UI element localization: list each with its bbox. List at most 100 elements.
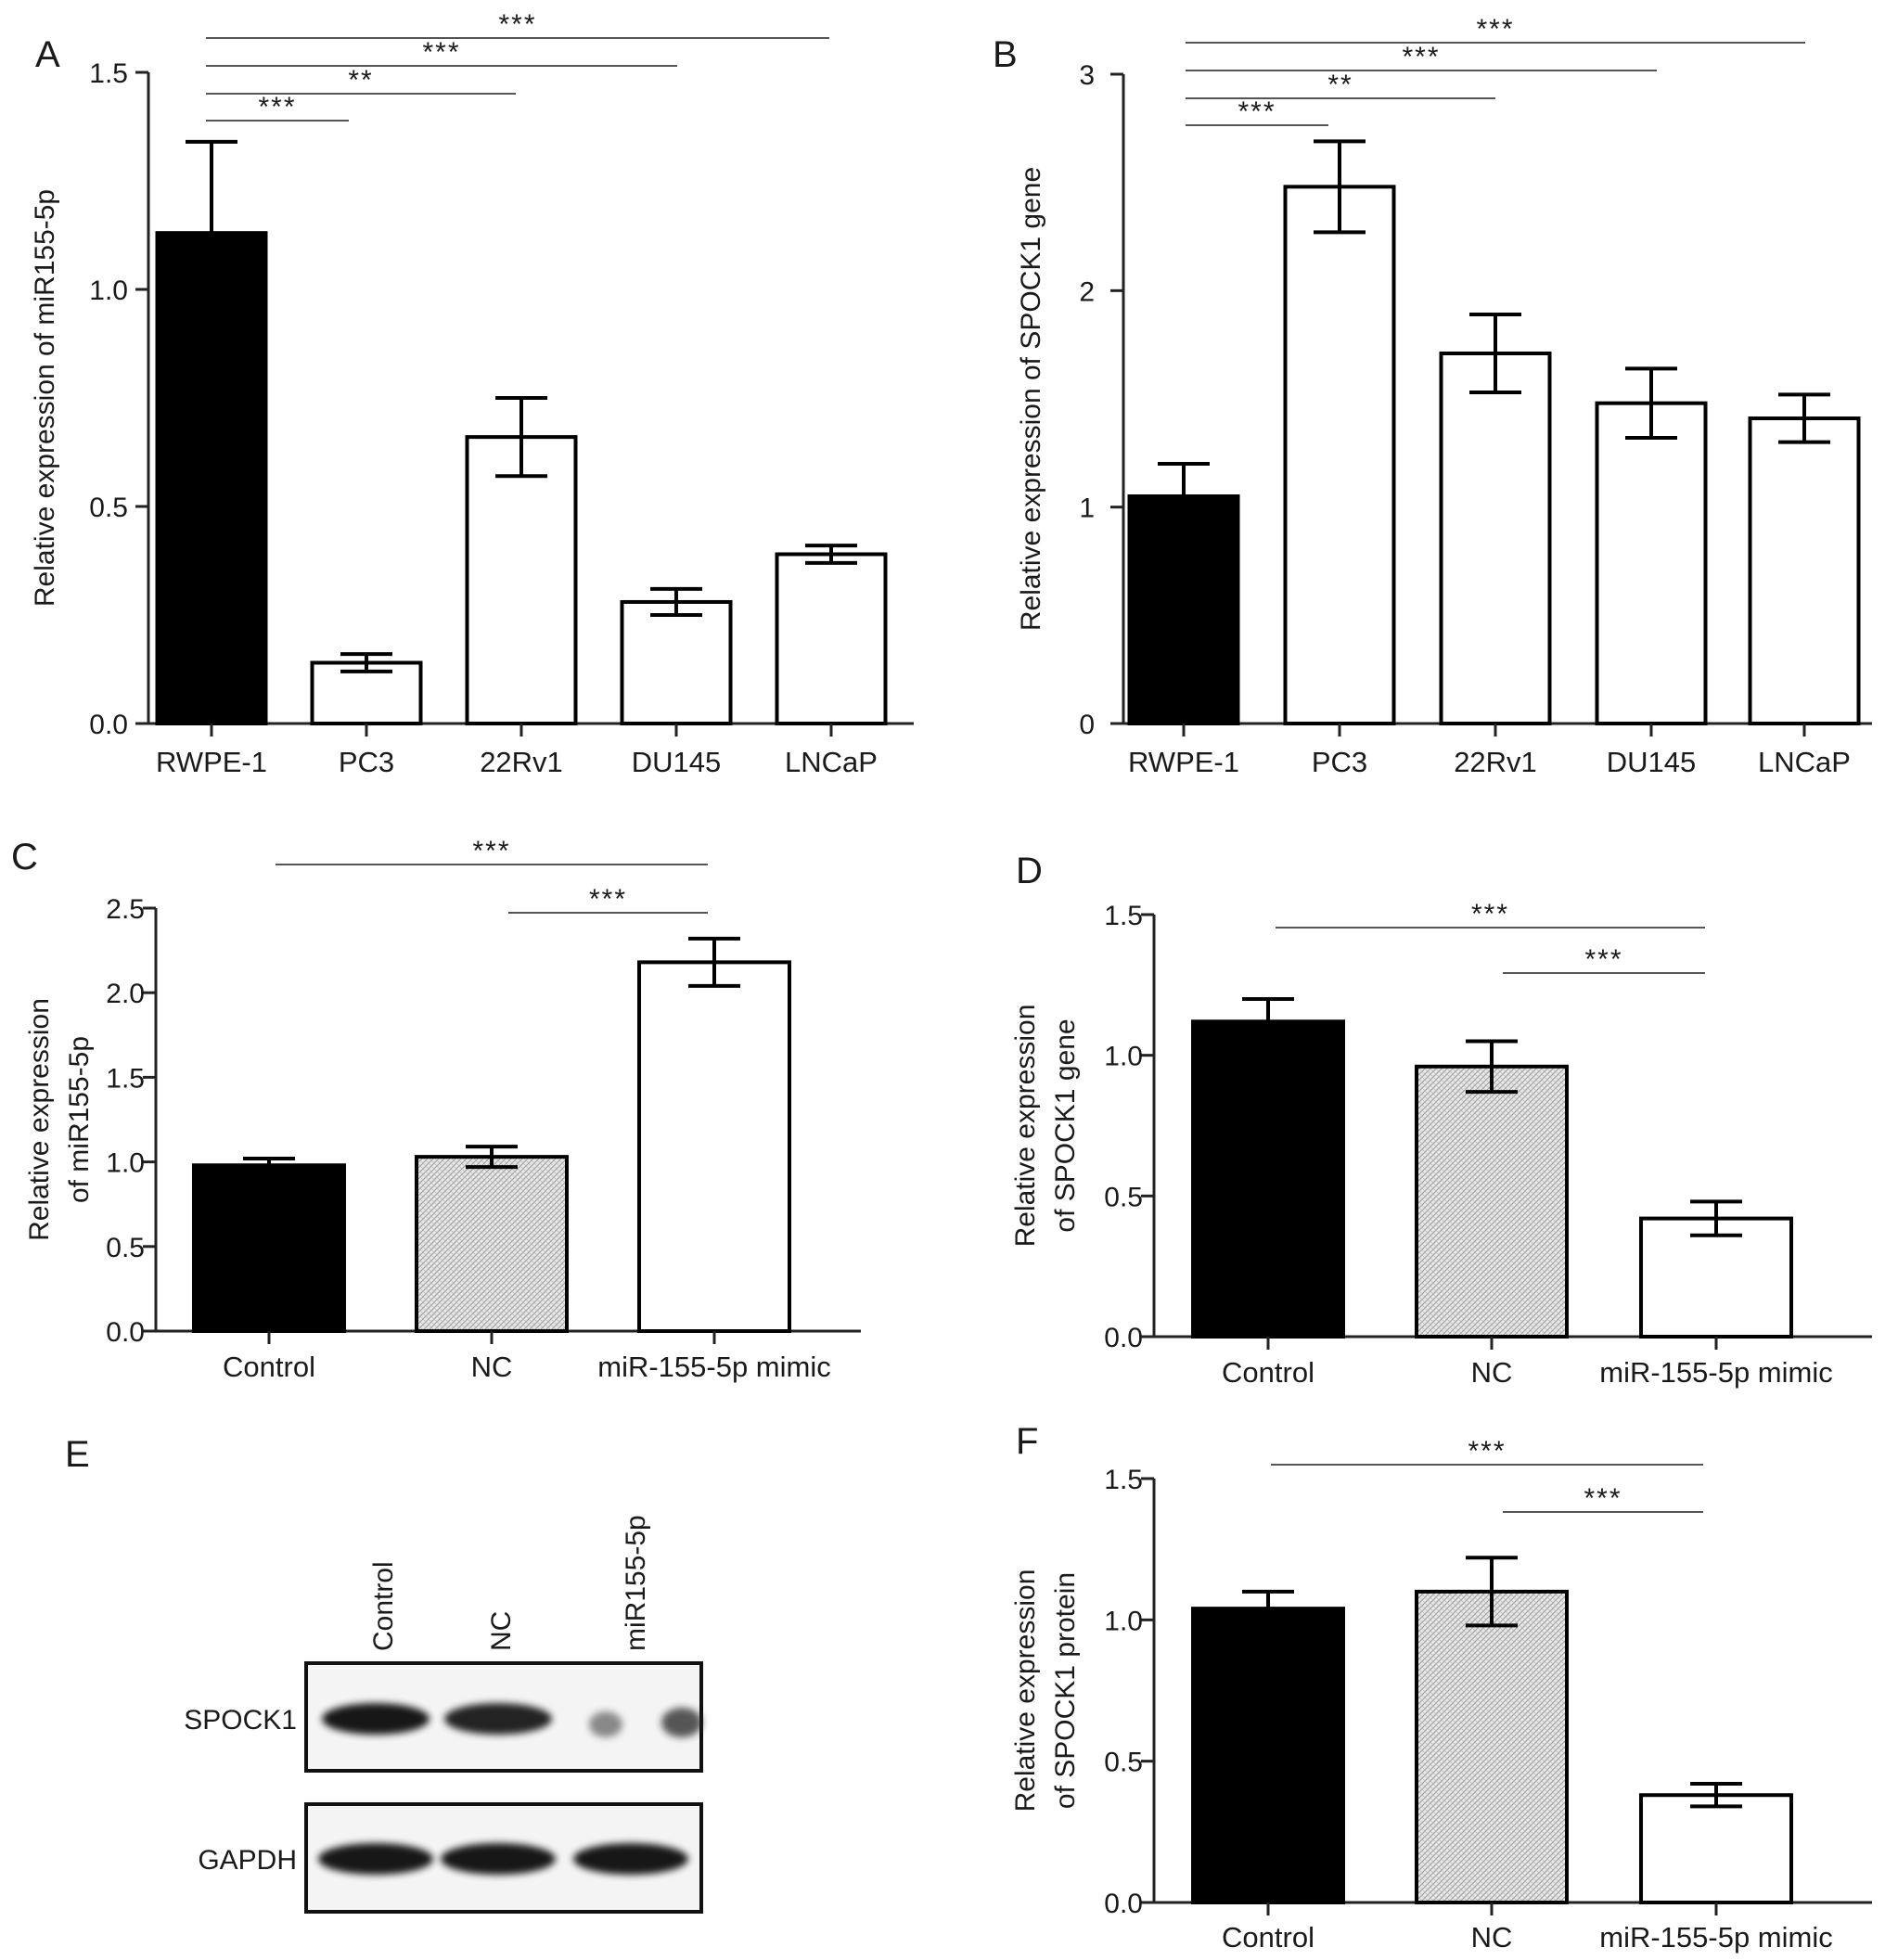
- bar: [1283, 185, 1396, 726]
- x-tick-label: miR-155-5p mimic: [1599, 1921, 1832, 1954]
- y-tick-label: 2.0: [106, 979, 145, 1009]
- significance-label: ***: [1237, 96, 1276, 127]
- bar: [620, 599, 733, 726]
- blot-lane-label: miR155-5p: [621, 1515, 651, 1651]
- significance-label: ***: [1476, 14, 1514, 45]
- y-axis-title: of SPOCK1 protein: [1050, 1572, 1081, 1809]
- significance-label: **: [1327, 70, 1353, 100]
- y-tick-label: 2.5: [106, 894, 145, 925]
- panel-c: C 0.0 0.5 1.0 1.5 2.0 2.5 Relative expression of…: [11, 836, 861, 1383]
- bar: [1595, 401, 1708, 725]
- x-tick-label: miR-155-5p mimic: [597, 1351, 830, 1383]
- y-tick-label: 0.0: [1104, 1889, 1143, 1919]
- y-tick-label: 0.5: [1104, 1182, 1143, 1212]
- significance-label: ***: [1471, 899, 1509, 929]
- x-tick-label: NC: [1471, 1921, 1513, 1954]
- y-tick-label: 0.0: [106, 1317, 145, 1348]
- y-tick-label: 3: [1079, 60, 1095, 91]
- x-tick-label: Control: [1222, 1921, 1314, 1954]
- y-tick-label: 0: [1079, 710, 1095, 740]
- panel-letter: F: [1016, 1421, 1038, 1462]
- y-axis-title: of SPOCK1 gene: [1050, 1018, 1081, 1232]
- significance-label: ***: [498, 9, 536, 40]
- y-tick-label: 0.0: [1104, 1323, 1143, 1353]
- y-tick-label: 1: [1079, 493, 1095, 524]
- y-tick-label: 1.0: [1104, 1042, 1143, 1072]
- blot-band: [318, 1843, 433, 1875]
- blot-row-label: SPOCK1: [184, 1705, 297, 1736]
- panel-b: B 0 1 2 3 Relative expression of SPOCK1 gene R…: [993, 14, 1872, 778]
- bar: [1748, 416, 1861, 725]
- blot-band: [444, 1703, 552, 1735]
- significance-label: ***: [472, 836, 510, 866]
- x-tick-label: LNCaP: [785, 746, 878, 778]
- blot-band: [441, 1843, 556, 1875]
- significance-label: ***: [1584, 1483, 1622, 1514]
- bar: [1415, 1589, 1569, 1905]
- x-tick-label: DU145: [632, 746, 722, 778]
- x-tick-label: Control: [223, 1351, 315, 1383]
- panel-f: F 0.0 0.5 1.0 1.5 Relative expression of SPOCK…: [1010, 1421, 1872, 1954]
- panel-letter: C: [11, 837, 38, 878]
- significance-label: ***: [258, 92, 296, 122]
- x-tick-label: miR-155-5p mimic: [1599, 1356, 1832, 1389]
- y-axis-title: Relative expression: [1010, 1005, 1041, 1248]
- panel-d: D 0.0 0.5 1.0 1.5 Relative expression of SPOCK…: [1010, 851, 1872, 1389]
- y-tick-label: 1.0: [89, 275, 128, 306]
- bar: [1191, 1607, 1345, 1904]
- bar: [1439, 352, 1552, 725]
- bar: [1639, 1216, 1793, 1339]
- x-tick-label: LNCaP: [1758, 746, 1851, 778]
- blot-band: [322, 1703, 430, 1735]
- y-tick-label: 1.5: [106, 1063, 145, 1094]
- y-axis-title: of miR155-5p: [64, 1036, 95, 1203]
- bar: [1191, 1019, 1345, 1339]
- panel-letter: B: [993, 34, 1018, 75]
- x-tick-label: RWPE-1: [1128, 746, 1239, 778]
- significance-label: ***: [422, 37, 460, 68]
- y-tick-label: 1.5: [1104, 1465, 1143, 1495]
- panel-letter: E: [65, 1434, 90, 1475]
- y-tick-label: 0.5: [106, 1233, 145, 1263]
- x-tick-label: 22Rv1: [1454, 746, 1537, 778]
- x-tick-label: 22Rv1: [480, 746, 563, 778]
- bar: [1127, 494, 1240, 725]
- blot-lane-label: NC: [486, 1611, 517, 1651]
- panel-e: E Control NC miR155-5p SPOCK1 GAPDH: [65, 1434, 703, 1914]
- x-tick-label: PC3: [1312, 746, 1367, 778]
- x-tick-label: Control: [1222, 1356, 1314, 1389]
- bar: [1415, 1064, 1569, 1339]
- y-axis-title: Relative expression: [1010, 1569, 1041, 1813]
- y-axis-title: Relative expression of miR155-5p: [30, 189, 60, 607]
- x-tick-label: DU145: [1607, 746, 1697, 778]
- panel-letter: D: [1016, 851, 1043, 891]
- y-axis-title: Relative expression of SPOCK1 gene: [1016, 167, 1046, 631]
- y-tick-label: 0.0: [89, 710, 128, 740]
- blot-band: [661, 1708, 702, 1737]
- x-tick-label: RWPE-1: [156, 746, 267, 778]
- x-tick-label: PC3: [339, 746, 394, 778]
- y-axis-title: Relative expression: [24, 998, 55, 1241]
- bar: [637, 960, 791, 1334]
- x-tick-label: NC: [1471, 1356, 1513, 1389]
- blot-band: [573, 1843, 688, 1875]
- panel-letter: A: [35, 34, 60, 75]
- bar: [1639, 1793, 1793, 1905]
- significance-label: ***: [1402, 42, 1440, 72]
- blot-band: [589, 1711, 622, 1737]
- y-tick-label: 1.0: [1104, 1606, 1143, 1636]
- x-tick-label: NC: [471, 1351, 513, 1383]
- y-tick-label: 1.5: [1104, 901, 1143, 931]
- bar: [465, 435, 578, 725]
- blot-row-label: GAPDH: [198, 1845, 297, 1876]
- y-tick-label: 0.5: [89, 493, 128, 523]
- significance-label: ***: [1584, 944, 1622, 975]
- y-tick-label: 2: [1079, 276, 1095, 307]
- bar: [192, 1163, 346, 1334]
- significance-label: ***: [589, 884, 627, 915]
- y-tick-label: 1.0: [106, 1148, 145, 1179]
- bar: [775, 552, 888, 725]
- y-tick-label: 1.5: [89, 58, 128, 89]
- y-tick-label: 0.5: [1104, 1748, 1143, 1778]
